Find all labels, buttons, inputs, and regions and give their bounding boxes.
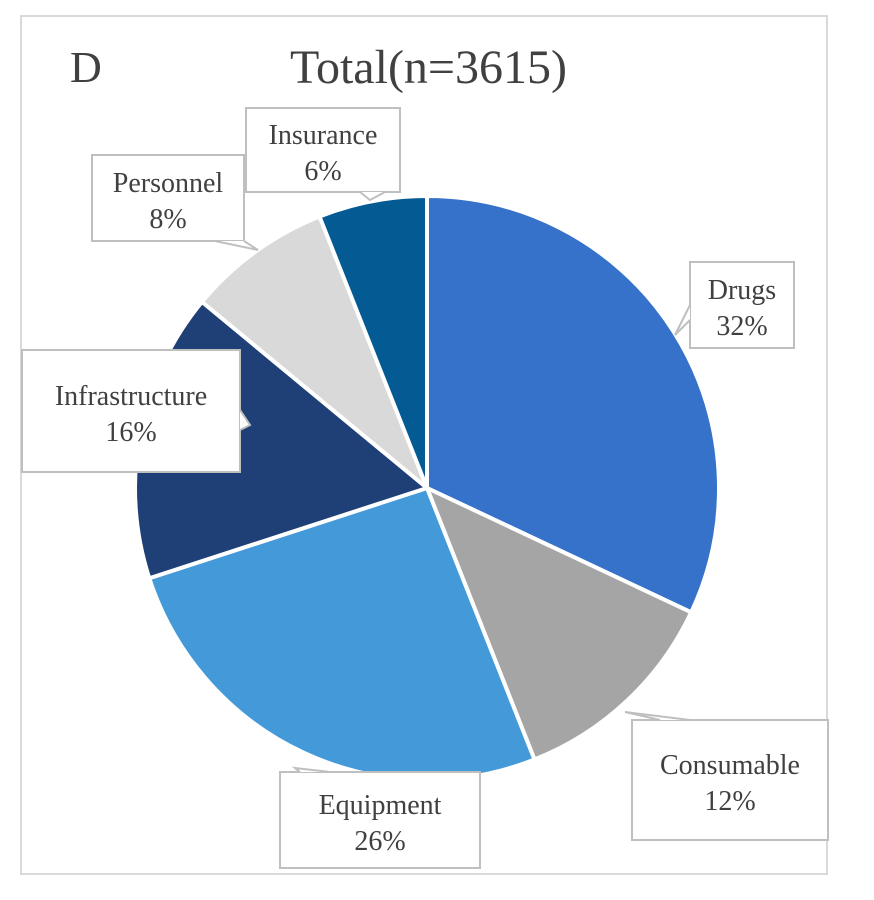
- callout-box: [279, 771, 481, 869]
- data-label-insurance: Insurance 6%: [245, 107, 401, 202]
- data-label-drugs: Drugs 32%: [674, 261, 795, 349]
- data-label-equipment: Equipment 26%: [279, 766, 481, 869]
- slice-label: Personnel: [113, 168, 224, 199]
- slice-percent: 8%: [149, 204, 186, 235]
- slice-percent: 16%: [105, 417, 156, 448]
- slice-label: Equipment: [319, 790, 442, 821]
- callout-pointer: [359, 191, 386, 202]
- pie-slice-insurance: [316, 193, 429, 489]
- callout-box: [631, 719, 829, 841]
- chart-title: Total(n=3615): [290, 41, 567, 94]
- callout-box: [245, 107, 401, 193]
- slice-percent: 6%: [304, 156, 341, 187]
- data-label-infrastructure: Infrastructure 16%: [21, 349, 252, 473]
- pie-slice-drugs: [425, 193, 721, 615]
- panel-label: D: [70, 43, 102, 92]
- slice-label: Consumable: [660, 750, 800, 781]
- callout-box: [91, 154, 245, 242]
- callout-pointer: [624, 711, 691, 721]
- slice-percent: 26%: [354, 826, 405, 857]
- slice-label: Infrastructure: [55, 381, 207, 412]
- callout-pointer: [674, 304, 691, 336]
- callout-pointer: [239, 409, 252, 431]
- pie-slice-consumable: [423, 484, 694, 763]
- callout-pointer: [214, 240, 259, 251]
- slice-percent: 32%: [716, 311, 767, 342]
- slice-label: Insurance: [269, 120, 378, 151]
- data-label-consumable: Consumable 12%: [624, 711, 829, 841]
- callout-box: [689, 261, 795, 349]
- callout-pointer: [291, 766, 331, 773]
- slice-percent: 12%: [704, 786, 755, 817]
- slice-label: Drugs: [708, 275, 776, 306]
- pie-slice-personnel: [199, 213, 429, 490]
- data-label-personnel: Personnel 8%: [91, 154, 259, 251]
